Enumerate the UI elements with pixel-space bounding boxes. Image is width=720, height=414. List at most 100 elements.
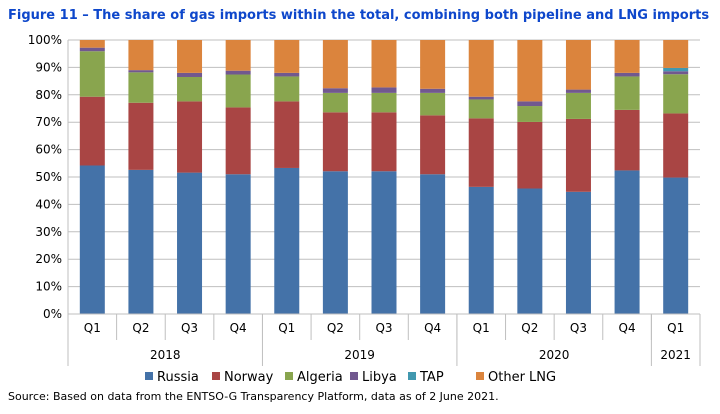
legend-swatch [408, 372, 416, 380]
bar-segment-norway [177, 101, 203, 173]
bar-segment-libya [322, 88, 348, 93]
bar-segment-norway [614, 109, 640, 171]
bar-segment-russia [225, 174, 251, 314]
bar-segment-russia [322, 171, 348, 314]
bar-segment-algeria [614, 76, 640, 110]
y-tick-label: 20% [35, 252, 62, 266]
bar-segment-algeria [371, 92, 397, 113]
bar-segment-russia [565, 191, 591, 314]
bar-segment-algeria [177, 76, 203, 102]
bar-segment-norway [468, 118, 494, 187]
bar-segment-algeria [322, 92, 348, 113]
source-note: Source: Based on data from the ENTSO-G T… [8, 390, 499, 403]
legend-label: Russia [157, 370, 199, 385]
y-tick-label: 40% [35, 197, 62, 211]
bar-segment-norway [663, 113, 689, 178]
bar-segment-russia [371, 171, 397, 314]
bar-segment-algeria [663, 74, 689, 114]
bar-segment-other-lng [663, 40, 689, 68]
legend-label: TAP [419, 370, 444, 385]
bar-segment-other-lng [177, 40, 203, 73]
bar-segment-norway [322, 112, 348, 172]
bar-segment-russia [614, 170, 640, 314]
legend-swatch [350, 372, 358, 380]
legend-swatch [145, 372, 153, 380]
x-tick-label: Q2 [327, 321, 344, 335]
y-tick-label: 90% [35, 60, 62, 74]
bar-segment-libya [614, 72, 640, 77]
x-tick-label: Q2 [132, 321, 149, 335]
bar-segment-other-lng [225, 40, 251, 71]
legend-label: Other LNG [488, 370, 556, 385]
y-tick-label: 70% [35, 115, 62, 129]
bar-segment-russia [663, 177, 689, 314]
y-tick-label: 0% [43, 307, 62, 321]
bar-segment-other-lng [79, 40, 105, 48]
bar-segment-other-lng [420, 40, 446, 89]
x-tick-label: Q2 [521, 321, 538, 335]
bar-segment-other-lng [322, 40, 348, 89]
bar-segment-norway [225, 107, 251, 175]
bar-segment-russia [517, 188, 543, 314]
bar-segment-algeria [517, 106, 543, 122]
y-tick-label: 50% [35, 170, 62, 184]
x-tick-label: Q1 [84, 321, 101, 335]
bar-segment-libya [128, 70, 154, 73]
x-tick-label: Q3 [375, 321, 392, 335]
bar-segment-norway [517, 121, 543, 189]
y-tick-label: 100% [28, 33, 62, 47]
bar-segment-norway [274, 101, 300, 168]
bar-segment-libya [274, 72, 300, 77]
bar-segment-norway [371, 112, 397, 172]
bar-segment-algeria [420, 92, 446, 116]
bar-segment-algeria [565, 92, 591, 119]
bar-segment-norway [565, 118, 591, 192]
bar-segment-tap [663, 67, 689, 72]
bar-segment-russia [420, 174, 446, 314]
legend-label: Libya [362, 370, 397, 385]
bar-segment-algeria [128, 72, 154, 103]
bar-segment-russia [79, 165, 105, 314]
bar-segment-russia [128, 169, 154, 314]
x-tick-label: Q4 [619, 321, 636, 335]
x-tick-label: Q1 [667, 321, 684, 335]
chart-title: Figure 11 – The share of gas imports wit… [8, 8, 710, 23]
x-tick-label: Q4 [230, 321, 247, 335]
legend-swatch [212, 372, 220, 380]
legend-swatch [476, 372, 484, 380]
bar-segment-libya [371, 87, 397, 93]
bar-segment-libya [177, 72, 203, 77]
year-label: 2021 [660, 348, 691, 362]
y-tick-label: 30% [35, 225, 62, 239]
legend-label: Norway [224, 370, 274, 385]
bar-segment-other-lng [565, 40, 591, 90]
year-label: 2018 [150, 348, 181, 362]
x-tick-label: Q1 [473, 321, 490, 335]
bar-segment-libya [79, 47, 105, 52]
y-tick-label: 80% [35, 88, 62, 102]
legend-label: Algeria [297, 370, 343, 385]
bar-segment-russia [468, 186, 494, 314]
bar-segment-other-lng [468, 40, 494, 97]
bar-segment-norway [420, 115, 446, 175]
x-tick-label: Q4 [424, 321, 441, 335]
bar-segment-libya [517, 101, 543, 107]
bar-segment-other-lng [274, 40, 300, 73]
bar-segment-libya [225, 70, 251, 75]
year-label: 2019 [344, 348, 375, 362]
x-tick-label: Q3 [181, 321, 198, 335]
x-tick-label: Q1 [278, 321, 295, 335]
bar-segment-algeria [225, 74, 251, 108]
bar-segment-libya [663, 71, 689, 75]
year-label: 2020 [539, 348, 570, 362]
bar-segment-other-lng [614, 40, 640, 73]
bar-segment-libya [565, 89, 591, 93]
bar-segment-russia [177, 172, 203, 314]
bar-segment-libya [420, 88, 446, 93]
legend-swatch [285, 372, 293, 380]
bar-segment-russia [274, 167, 300, 314]
x-tick-label: Q3 [570, 321, 587, 335]
bar-segment-libya [468, 96, 494, 100]
